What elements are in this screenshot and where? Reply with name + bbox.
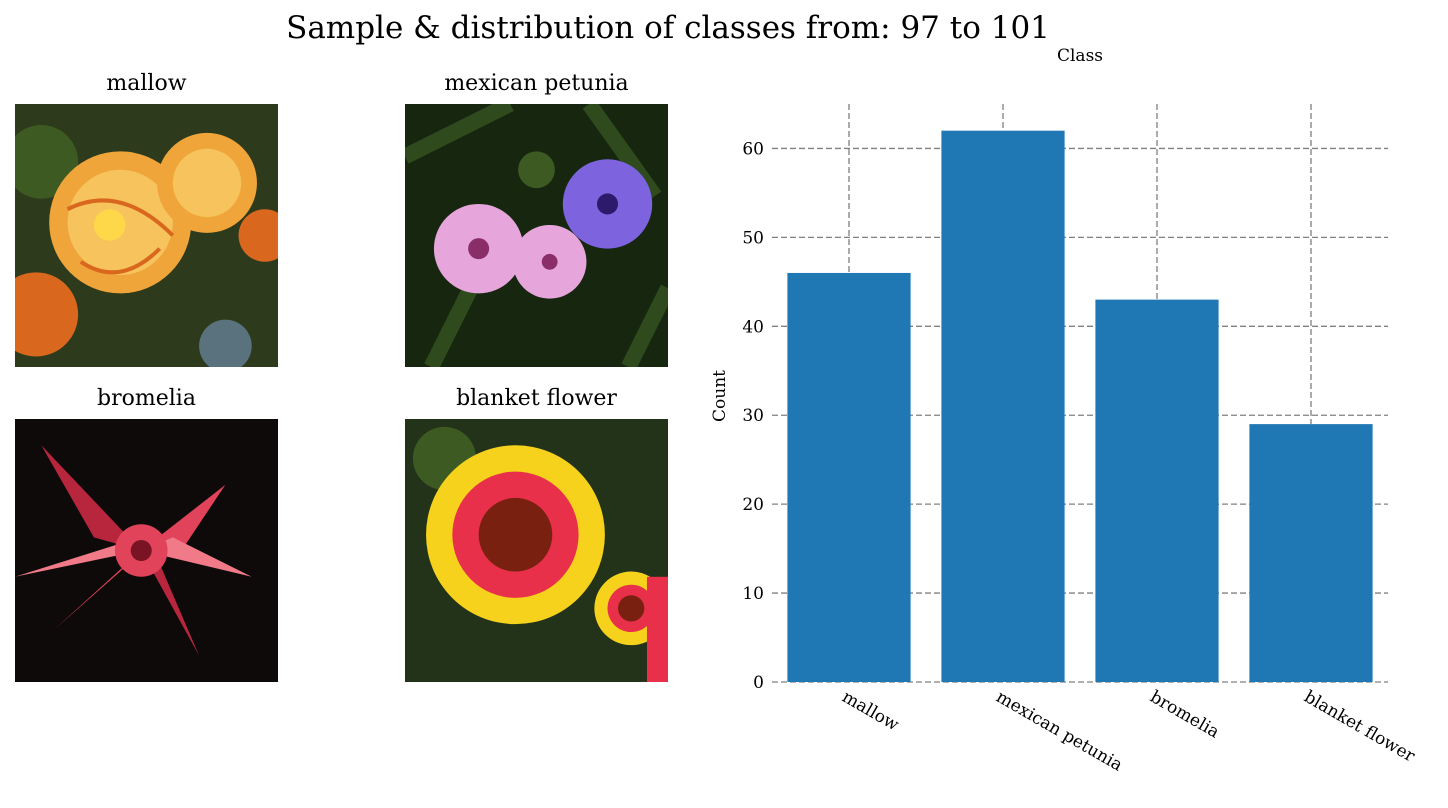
sample-title-2: mexican petunia <box>444 71 629 96</box>
y-axis-label: Count <box>710 370 730 422</box>
x-tick-label-2: bromelia <box>1147 687 1223 743</box>
y-tick-label-2: 20 <box>742 495 764 515</box>
sample-title-3: bromelia <box>97 386 196 411</box>
y-tick-label-6: 60 <box>742 139 764 159</box>
sample-image-mallow <box>15 104 278 367</box>
y-tick-label-5: 50 <box>742 228 764 248</box>
y-tick-label-1: 10 <box>742 584 764 604</box>
vertical-gridlines <box>848 104 1312 425</box>
chart-title: Class <box>1057 46 1103 66</box>
x-tick-label-0: mallow <box>839 687 903 736</box>
y-tick-label-3: 30 <box>742 406 764 426</box>
y-tick-label-0: 0 <box>753 673 764 693</box>
sample-image-mexican-petunia <box>405 104 668 367</box>
sample-title-1: mallow <box>106 71 187 96</box>
figure-suptitle: Sample & distribution of classes from: 9… <box>286 10 1050 46</box>
sample-image-bromelia <box>15 419 278 682</box>
bar-mallow <box>787 272 911 682</box>
sample-title-4: blanket flower <box>456 386 617 411</box>
y-tick-labels: 0 10 20 30 40 50 60 <box>742 139 764 693</box>
x-tick-label-1: mexican petunia <box>993 687 1126 776</box>
y-tick-label-4: 40 <box>742 317 764 337</box>
bars <box>787 130 1373 682</box>
bar-blanket-flower <box>1249 424 1373 682</box>
bar-mexican-petunia <box>941 130 1065 682</box>
sample-image-blanket-flower <box>405 419 668 682</box>
x-tick-labels: mallow mexican petunia bromelia blanket flo… <box>839 687 1419 776</box>
x-tick-label-3: blanket flower <box>1301 687 1419 767</box>
bar-bromelia <box>1095 299 1219 682</box>
